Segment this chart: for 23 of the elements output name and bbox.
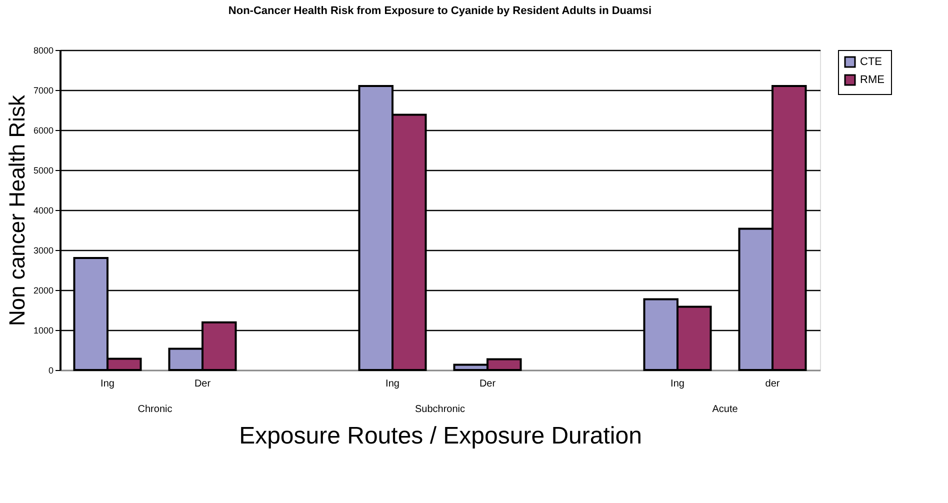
x-tick-label: der <box>765 378 780 390</box>
text: Chronic <box>138 404 172 415</box>
y-tick-label: 7000 <box>33 86 54 96</box>
y-tick-label: 0 <box>48 366 54 376</box>
y-tick-label: 1000 <box>33 326 54 336</box>
y-tick-label: 5000 <box>33 166 54 176</box>
x-tick-label: Der <box>194 378 212 390</box>
text: Subchronic <box>414 404 466 415</box>
text: Acute <box>712 404 738 415</box>
legend-label: RME <box>860 74 884 86</box>
x-tick-label: Ing <box>100 378 114 390</box>
x-tick-label: Der <box>479 378 496 390</box>
legend-label: CTE <box>860 56 882 68</box>
x-tick-label: Ing <box>670 378 684 390</box>
y-tick-label: 4000 <box>33 206 54 216</box>
y-tick-label: 6000 <box>33 126 54 136</box>
x-tick-label: Ing <box>386 378 400 390</box>
y-tick-label: 8000 <box>33 46 54 56</box>
chart-title: Non-Cancer Health Risk from Exposure to Cyanide by Resident Adults in Duamsi <box>228 5 652 17</box>
y-axis-title: Non cancer Health Risk <box>4 94 30 326</box>
x-axis-title: Exposure Routes / Exposure Duration <box>239 422 642 450</box>
y-tick-label: 3000 <box>33 246 54 256</box>
y-tick-label: 2000 <box>33 286 54 296</box>
